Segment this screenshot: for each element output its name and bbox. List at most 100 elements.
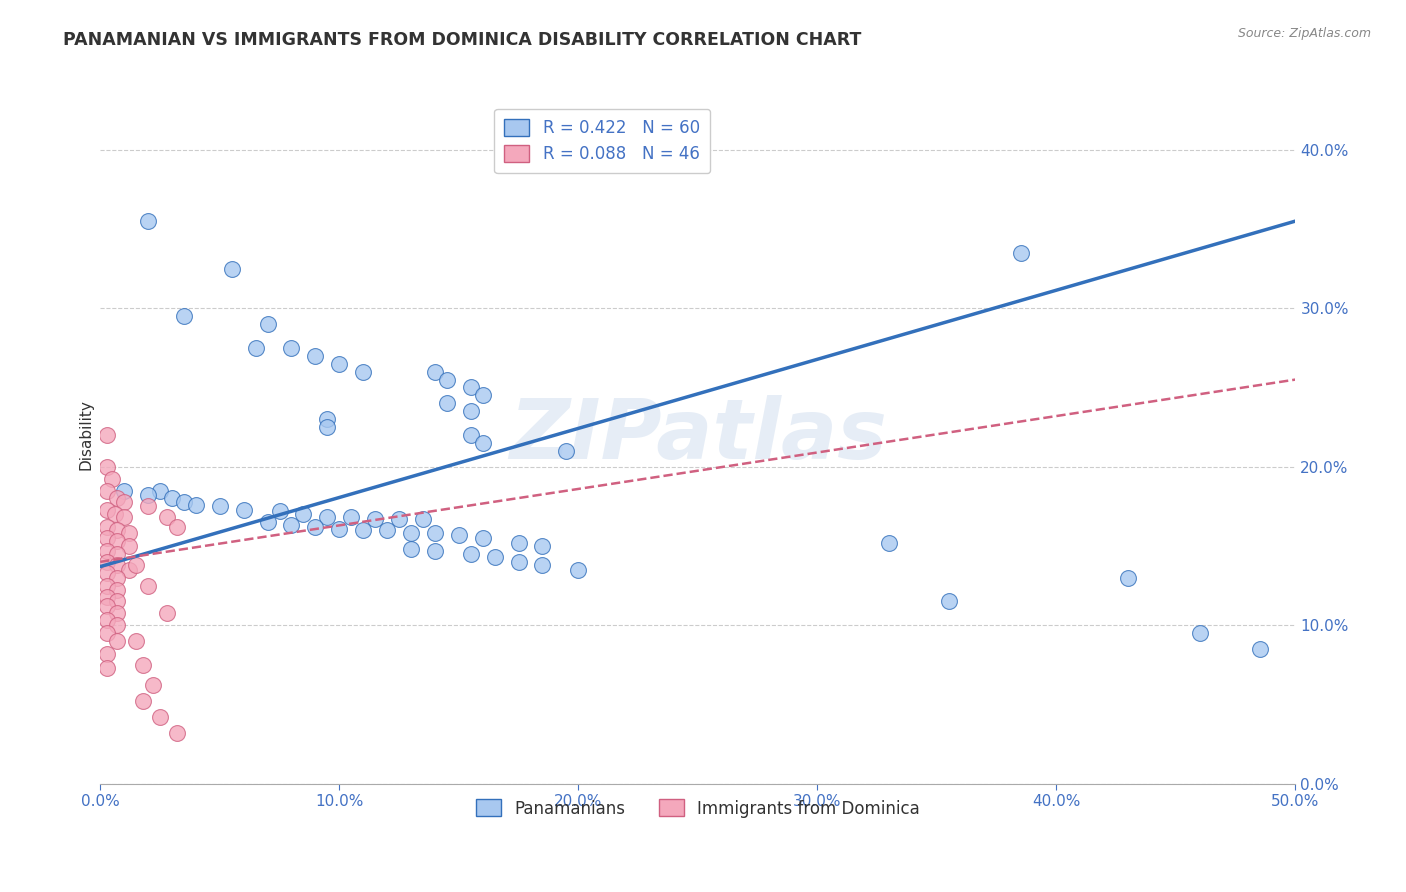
Point <box>471 531 494 545</box>
Point <box>96 543 118 558</box>
Point <box>105 634 128 648</box>
Point <box>1010 245 1032 260</box>
Point <box>96 520 118 534</box>
Point <box>412 512 434 526</box>
Point <box>96 566 118 580</box>
Point <box>105 523 128 537</box>
Point <box>96 626 118 640</box>
Point <box>423 365 446 379</box>
Point <box>112 483 135 498</box>
Point <box>136 488 159 502</box>
Point <box>96 531 118 545</box>
Point <box>105 606 128 620</box>
Point <box>160 491 183 506</box>
Point <box>221 261 243 276</box>
Point <box>96 579 118 593</box>
Point <box>328 522 350 536</box>
Point <box>423 543 446 558</box>
Point <box>96 555 118 569</box>
Point <box>316 420 339 434</box>
Point <box>292 508 315 522</box>
Point <box>96 428 118 442</box>
Text: ZIPatlas: ZIPatlas <box>509 394 887 475</box>
Point <box>877 536 900 550</box>
Point <box>103 508 125 522</box>
Point <box>156 510 179 524</box>
Point <box>352 365 374 379</box>
Point <box>136 214 159 228</box>
Point <box>173 309 195 323</box>
Point <box>256 515 278 529</box>
Point <box>471 436 494 450</box>
Point <box>125 634 148 648</box>
Point <box>1188 626 1211 640</box>
Point <box>156 606 179 620</box>
Point <box>136 579 159 593</box>
Text: PANAMANIAN VS IMMIGRANTS FROM DOMINICA DISABILITY CORRELATION CHART: PANAMANIAN VS IMMIGRANTS FROM DOMINICA D… <box>63 31 862 49</box>
Point <box>96 661 118 675</box>
Point <box>484 550 506 565</box>
Point <box>96 647 118 661</box>
Point <box>352 523 374 537</box>
Point <box>304 349 326 363</box>
Point <box>460 428 482 442</box>
Point <box>149 483 172 498</box>
Point <box>96 502 118 516</box>
Point <box>399 526 422 541</box>
Point <box>1249 642 1271 657</box>
Point <box>508 536 530 550</box>
Point <box>531 558 554 572</box>
Point <box>112 494 135 508</box>
Point <box>105 547 128 561</box>
Point <box>423 526 446 541</box>
Point <box>101 472 124 486</box>
Point <box>280 518 302 533</box>
Point <box>388 512 411 526</box>
Point <box>1116 571 1139 585</box>
Point <box>105 558 128 572</box>
Text: Source: ZipAtlas.com: Source: ZipAtlas.com <box>1237 27 1371 40</box>
Point <box>399 542 422 557</box>
Point <box>105 583 128 598</box>
Point <box>460 547 482 561</box>
Point <box>938 594 960 608</box>
Legend: Panamanians, Immigrants from Dominica: Panamanians, Immigrants from Dominica <box>470 793 927 824</box>
Point <box>105 534 128 549</box>
Point <box>105 618 128 632</box>
Point <box>269 504 291 518</box>
Point <box>149 710 172 724</box>
Point <box>328 357 350 371</box>
Point <box>436 373 458 387</box>
Point <box>316 412 339 426</box>
Point <box>132 657 155 672</box>
Point <box>364 512 387 526</box>
Point <box>118 563 141 577</box>
Point <box>447 528 470 542</box>
Point <box>118 539 141 553</box>
Point <box>436 396 458 410</box>
Point <box>136 500 159 514</box>
Point <box>460 404 482 418</box>
Point <box>96 599 118 614</box>
Point <box>96 590 118 604</box>
Point <box>280 341 302 355</box>
Point <box>508 555 530 569</box>
Point <box>460 380 482 394</box>
Point <box>316 510 339 524</box>
Point <box>245 341 267 355</box>
Point <box>142 678 165 692</box>
Point <box>232 502 254 516</box>
Point <box>340 510 363 524</box>
Point <box>118 526 141 541</box>
Y-axis label: Disability: Disability <box>79 400 93 470</box>
Point <box>531 539 554 553</box>
Point <box>125 558 148 572</box>
Point <box>471 388 494 402</box>
Point <box>256 317 278 331</box>
Point <box>567 563 589 577</box>
Point <box>105 571 128 585</box>
Point <box>96 459 118 474</box>
Point <box>304 520 326 534</box>
Point <box>173 494 195 508</box>
Point <box>96 483 118 498</box>
